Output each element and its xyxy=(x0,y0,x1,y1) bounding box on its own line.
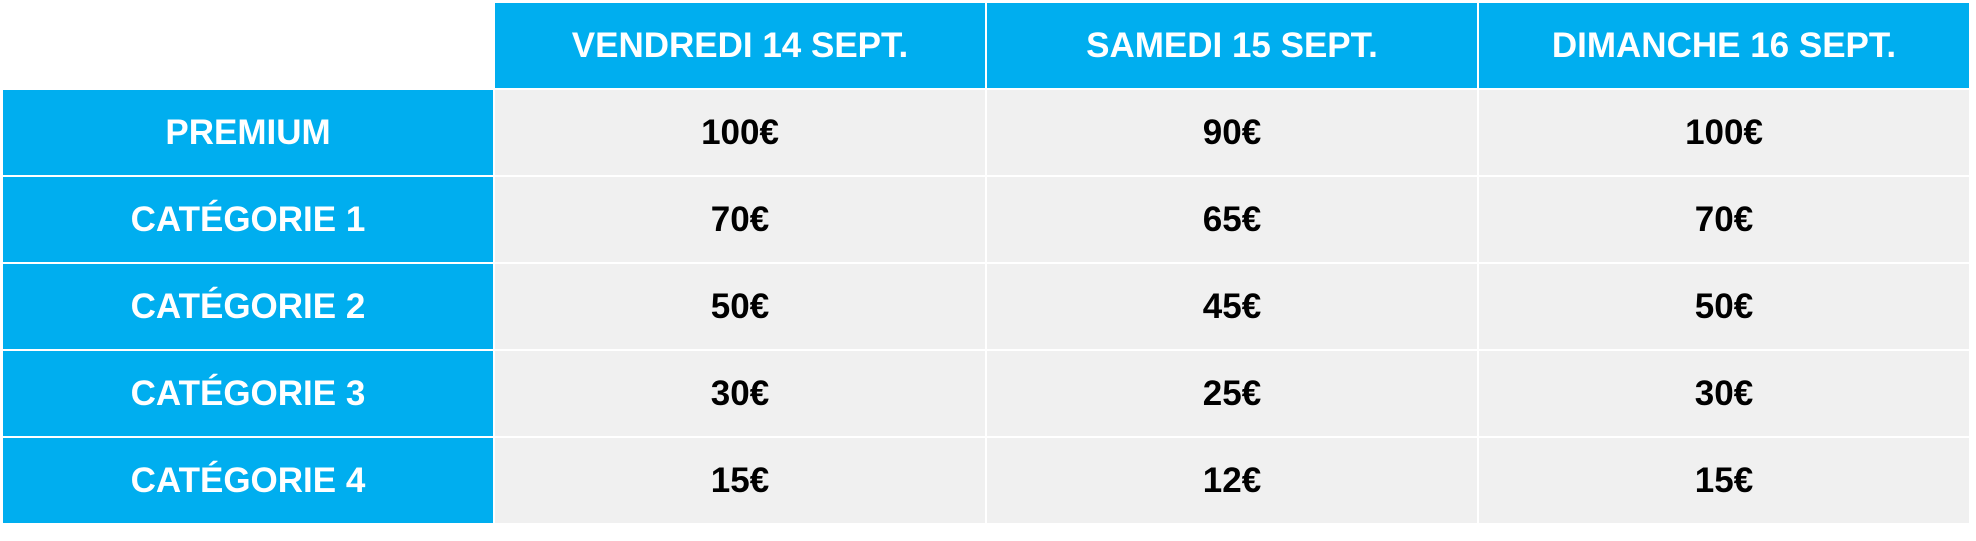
price-cell: 15€ xyxy=(1479,438,1969,523)
row-header: CATÉGORIE 1 xyxy=(3,177,493,262)
price-cell: 25€ xyxy=(987,351,1477,436)
row-header: CATÉGORIE 3 xyxy=(3,351,493,436)
price-cell: 50€ xyxy=(1479,264,1969,349)
price-table: VENDREDI 14 SEPT. SAMEDI 15 SEPT. DIMANCHE… xyxy=(3,3,1973,525)
price-cell: 70€ xyxy=(1479,177,1969,262)
row-header: PREMIUM xyxy=(3,90,493,175)
price-cell: 50€ xyxy=(495,264,985,349)
price-cell: 70€ xyxy=(495,177,985,262)
price-cell: 30€ xyxy=(495,351,985,436)
price-cell: 100€ xyxy=(495,90,985,175)
price-cell: 65€ xyxy=(987,177,1477,262)
price-cell: 45€ xyxy=(987,264,1477,349)
price-cell: 15€ xyxy=(495,438,985,523)
column-header: SAMEDI 15 SEPT. xyxy=(987,3,1477,88)
price-cell: 12€ xyxy=(987,438,1477,523)
price-cell: 30€ xyxy=(1479,351,1969,436)
price-cell: 90€ xyxy=(987,90,1477,175)
column-header: DIMANCHE 16 SEPT. xyxy=(1479,3,1969,88)
row-header: CATÉGORIE 2 xyxy=(3,264,493,349)
column-header: VENDREDI 14 SEPT. xyxy=(495,3,985,88)
row-header: CATÉGORIE 4 xyxy=(3,438,493,523)
corner-cell xyxy=(3,3,493,88)
price-cell: 100€ xyxy=(1479,90,1969,175)
